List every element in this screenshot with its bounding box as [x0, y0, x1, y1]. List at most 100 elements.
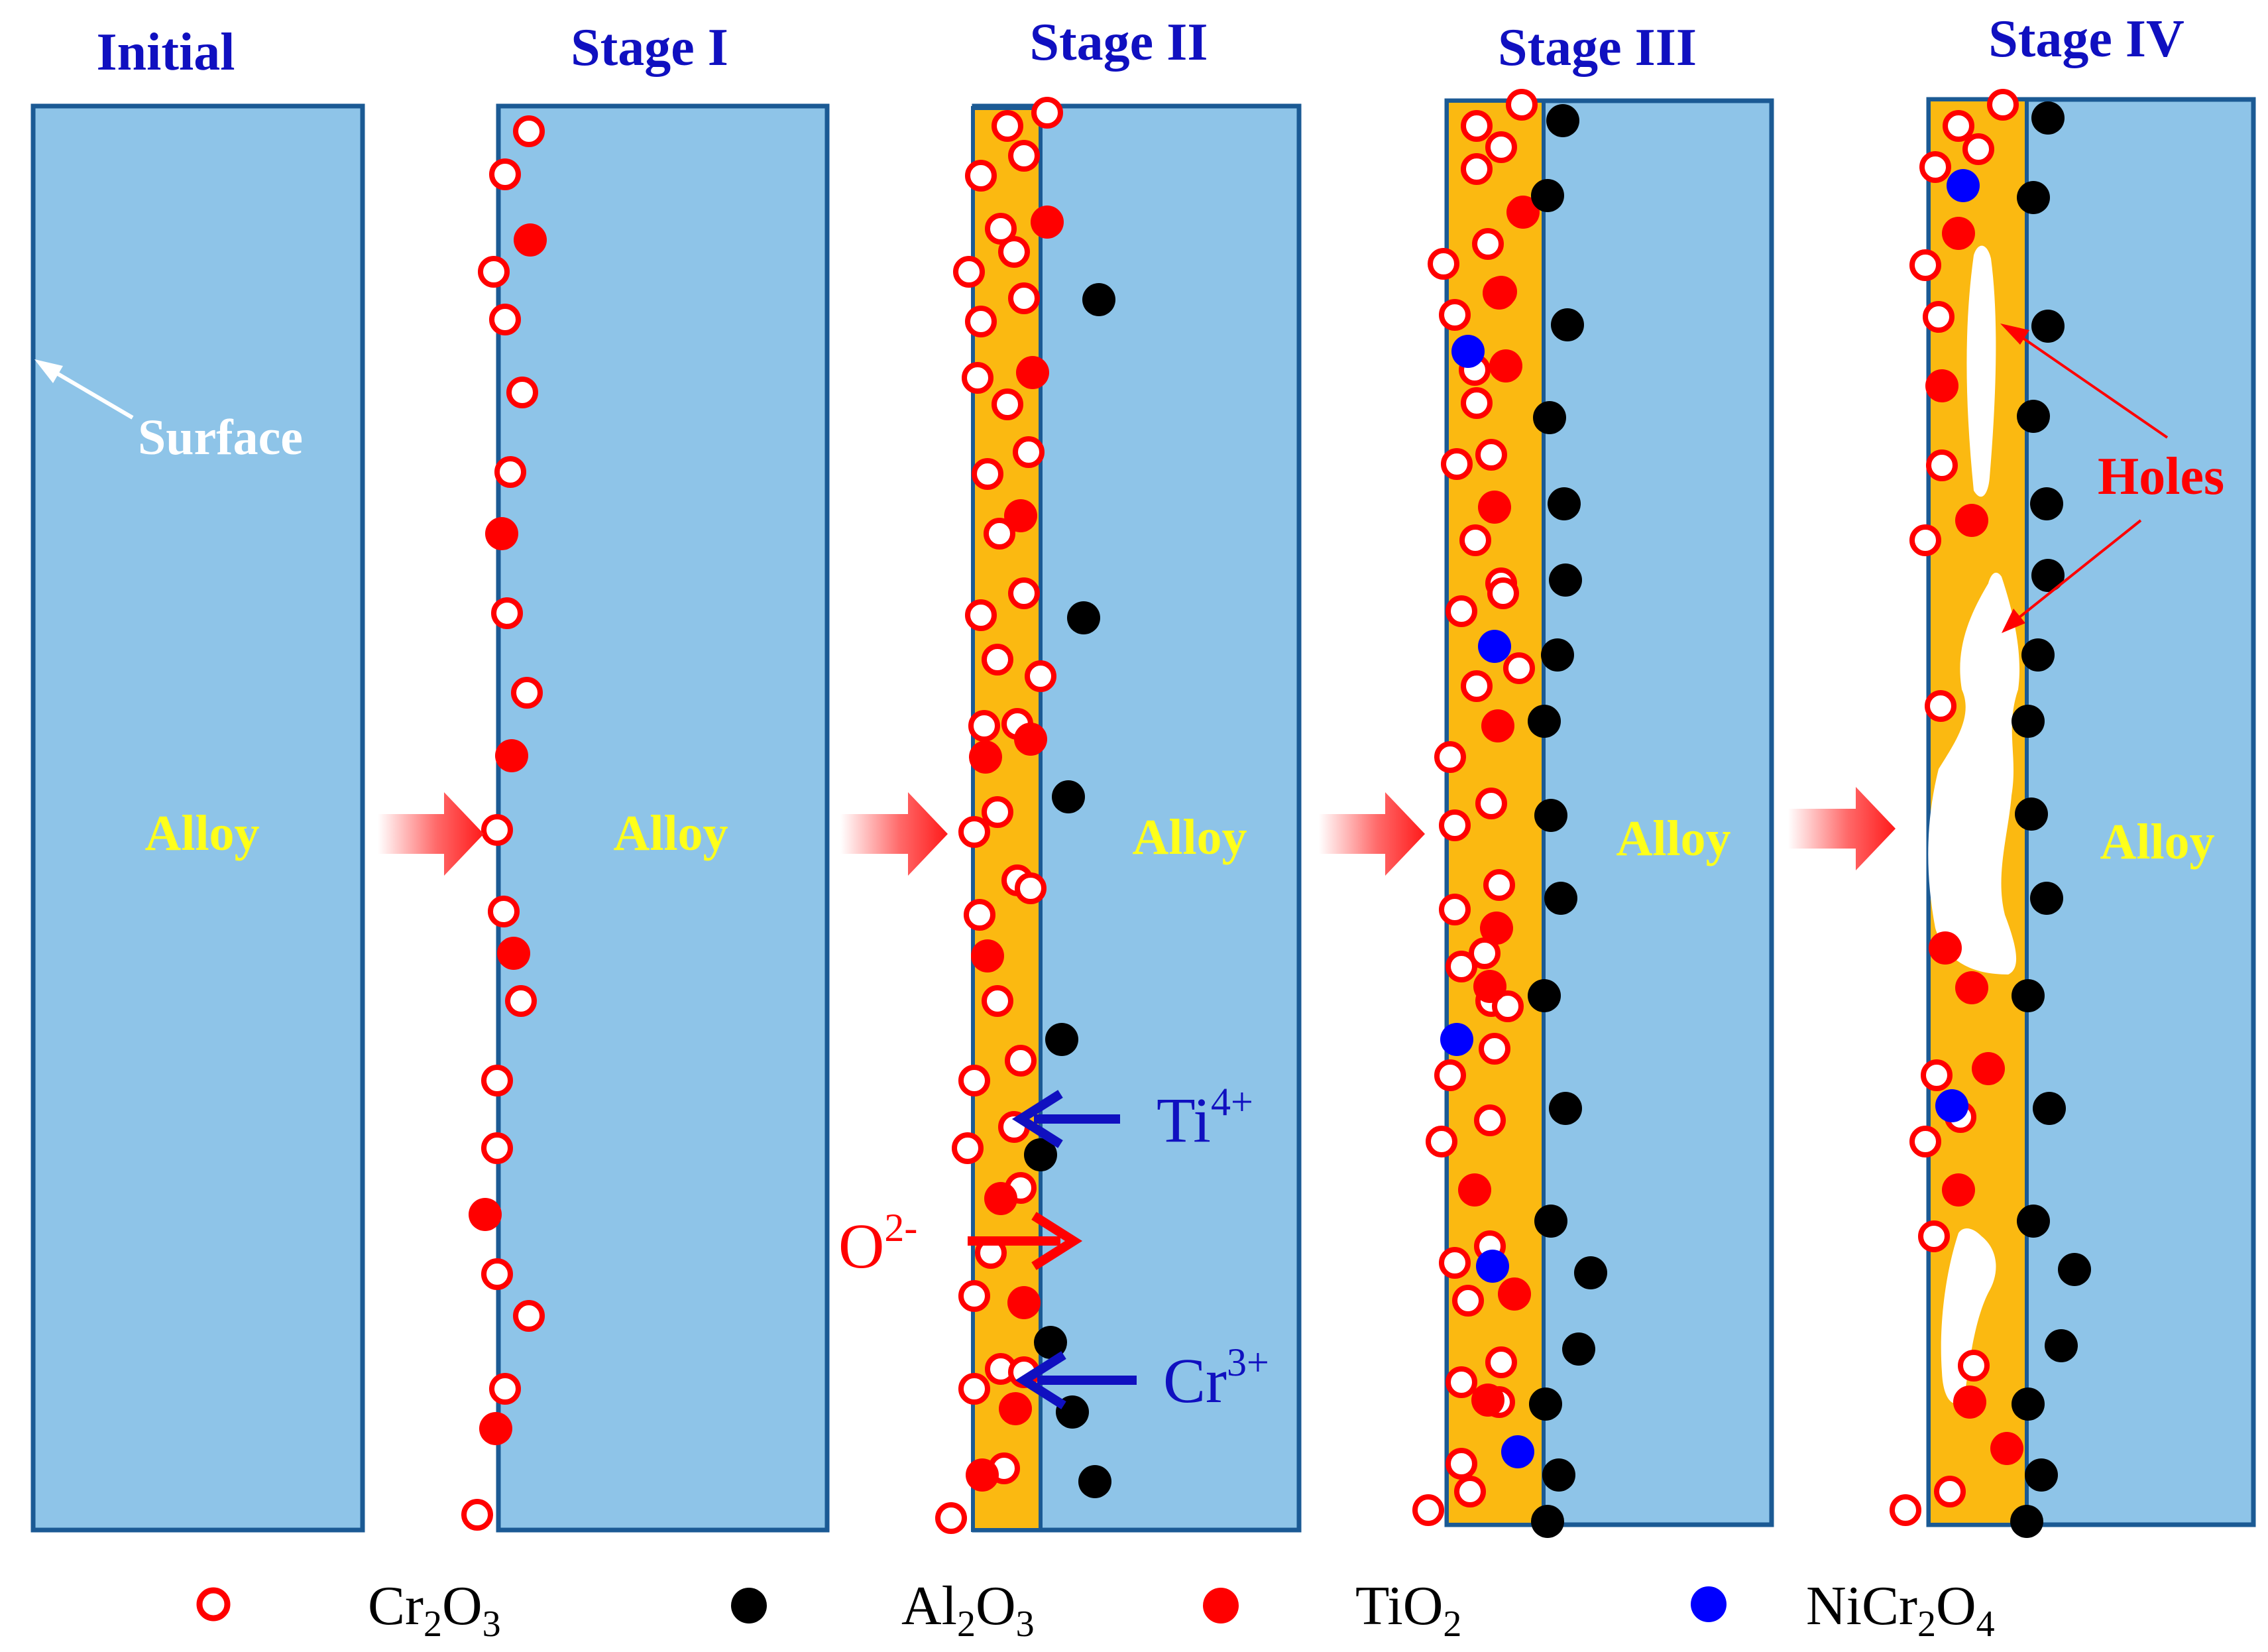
cr2o3-particle-156 — [1909, 249, 1941, 281]
alloy-label-stage-1: Alloy — [613, 805, 728, 861]
al2o3-particle-191 — [2017, 1205, 2050, 1238]
al2o3-particle-186 — [2012, 705, 2045, 738]
holes-arrow-1 — [2000, 324, 2169, 439]
cr2o3-particle-47 — [964, 899, 995, 931]
cr2o3-particle-41 — [968, 710, 1000, 742]
o-ion-arrow — [968, 1212, 1083, 1270]
cr2o3-particle-81 — [1485, 131, 1517, 163]
tio2-particle-125 — [1473, 970, 1506, 1003]
cr2o3-particle-118 — [1412, 1494, 1444, 1526]
cr2o3-particle-158 — [1926, 449, 1958, 481]
cr2o3-particle-159 — [1909, 524, 1941, 556]
cr2o3-particle-58 — [958, 1373, 990, 1405]
cr2o3-particle-5 — [494, 456, 526, 488]
legend-marker-nicr2o4 — [1691, 1586, 1727, 1622]
surface-label: Surface — [138, 410, 303, 465]
cr2o3-particle-100 — [1483, 869, 1515, 901]
hole-2 — [1928, 572, 2020, 974]
cr2o3-particle-49 — [1005, 1045, 1037, 1077]
al2o3-particle-184 — [2031, 559, 2065, 592]
stage-title-stage-3: Stage III — [1498, 19, 1697, 77]
al2o3-particle-150 — [1542, 1458, 1575, 1492]
legend-marker-cr2o3 — [196, 1587, 231, 1622]
tio2-particle-127 — [1498, 1277, 1531, 1311]
cr2o3-particle-160 — [1925, 690, 1956, 722]
cr2o3-particle-83 — [1472, 228, 1504, 260]
al2o3-particle-139 — [1549, 563, 1582, 597]
cr2o3-particle-16 — [461, 1499, 493, 1531]
ti-ion-arrow — [1011, 1090, 1120, 1148]
cr2o3-particle-38 — [965, 599, 997, 631]
surface-pointer — [34, 359, 134, 420]
al2o3-particle-179 — [2031, 101, 2065, 135]
cr2o3-particle-3 — [489, 304, 521, 335]
tio2-particle-70 — [966, 1458, 999, 1492]
cr2o3-particle-29 — [953, 256, 985, 288]
tio2-particle-122 — [1478, 491, 1511, 524]
nicr2o4-particle-130 — [1478, 630, 1511, 663]
cr2o3-particle-84 — [1428, 248, 1459, 280]
cr2o3-particle-116 — [1446, 1448, 1477, 1480]
al2o3-particle-151 — [1531, 1505, 1564, 1538]
legend: Cr2O3 Al2O3 TiO2 NiCr2O4 — [196, 1575, 1995, 1645]
cr2o3-particle-79 — [1506, 89, 1538, 121]
stage-title-stage-4: Stage IV — [1988, 10, 2184, 68]
holes-label: Holes — [2098, 447, 2224, 506]
alloy-block-stage-1 — [496, 103, 830, 1533]
al2o3-particle-144 — [1528, 979, 1561, 1012]
cr2o3-particle-40 — [1025, 660, 1056, 692]
al2o3-particle-187 — [2015, 797, 2048, 831]
cr2o3-particle-155 — [1919, 151, 1951, 183]
cr2o3-particle-93 — [1446, 595, 1477, 627]
cr2o3-particle-25 — [1008, 140, 1040, 172]
cr2o3-particle-48 — [982, 985, 1013, 1017]
cr2o3-particle-114 — [1446, 1366, 1477, 1398]
cr2o3-particle-106 — [1434, 1059, 1466, 1091]
nicr2o4-particle-132 — [1476, 1250, 1509, 1283]
al2o3-particle-75 — [1024, 1138, 1057, 1171]
cr2o3-particle-24 — [992, 110, 1023, 142]
cr2o3-particle-37 — [1008, 577, 1040, 609]
al2o3-particle-194 — [2012, 1387, 2045, 1421]
tio2-particle-172 — [1955, 971, 1988, 1004]
transition-arrow-1 — [378, 792, 484, 876]
cr2o3-particle-99 — [1439, 809, 1471, 841]
cr2o3-particle-90 — [1475, 439, 1507, 471]
cr2o3-particle-10 — [505, 985, 537, 1017]
tio2-particle-124 — [1480, 912, 1513, 945]
alloy-label-stage-2: Alloy — [1132, 809, 1247, 865]
stage-title-stage-2: Stage II — [1030, 13, 1208, 72]
al2o3-particle-149 — [1529, 1387, 1562, 1421]
al2o3-particle-71 — [1082, 283, 1115, 316]
tio2-particle-171 — [1929, 931, 1962, 965]
cr-ion-arrow — [1015, 1351, 1137, 1409]
tio2-particle-175 — [1953, 1386, 1986, 1419]
cr2o3-particle-36 — [984, 518, 1015, 550]
cr2o3-particle-13 — [481, 1258, 513, 1290]
tio2-particle-170 — [1955, 504, 1988, 537]
cr2o3-particle-46 — [1015, 872, 1047, 904]
cr2o3-particle-108 — [1426, 1126, 1457, 1157]
tio2-particle-69 — [999, 1392, 1032, 1425]
nicr2o4-particle-129 — [1451, 335, 1485, 368]
nicr2o4-particle-131 — [1440, 1023, 1473, 1056]
cr2o3-particle-31 — [965, 306, 997, 337]
stage-title-stage-1: Stage I — [571, 19, 728, 77]
hole-3 — [1941, 1228, 1996, 1403]
cr2o3-particle-80 — [1461, 110, 1493, 142]
tio2-particle-18 — [485, 517, 518, 550]
nicr2o4-particle-177 — [1947, 169, 1980, 202]
tio2-particle-64 — [1014, 723, 1047, 756]
al2o3-particle-146 — [1534, 1205, 1567, 1238]
cr2o3-particle-109 — [1474, 1104, 1506, 1136]
cr2o3-particle-52 — [952, 1132, 984, 1164]
tio2-particle-21 — [469, 1198, 502, 1231]
al2o3-particle-134 — [1546, 104, 1579, 137]
al2o3-particle-196 — [2010, 1505, 2043, 1538]
cr2o3-particle-88 — [1461, 387, 1493, 419]
legend-label-cr2o3: Cr2O3 — [368, 1575, 501, 1645]
cr2o3-particle-12 — [481, 1132, 513, 1164]
tio2-particle-169 — [1925, 369, 1958, 402]
cr2o3-particle-2 — [478, 256, 510, 288]
